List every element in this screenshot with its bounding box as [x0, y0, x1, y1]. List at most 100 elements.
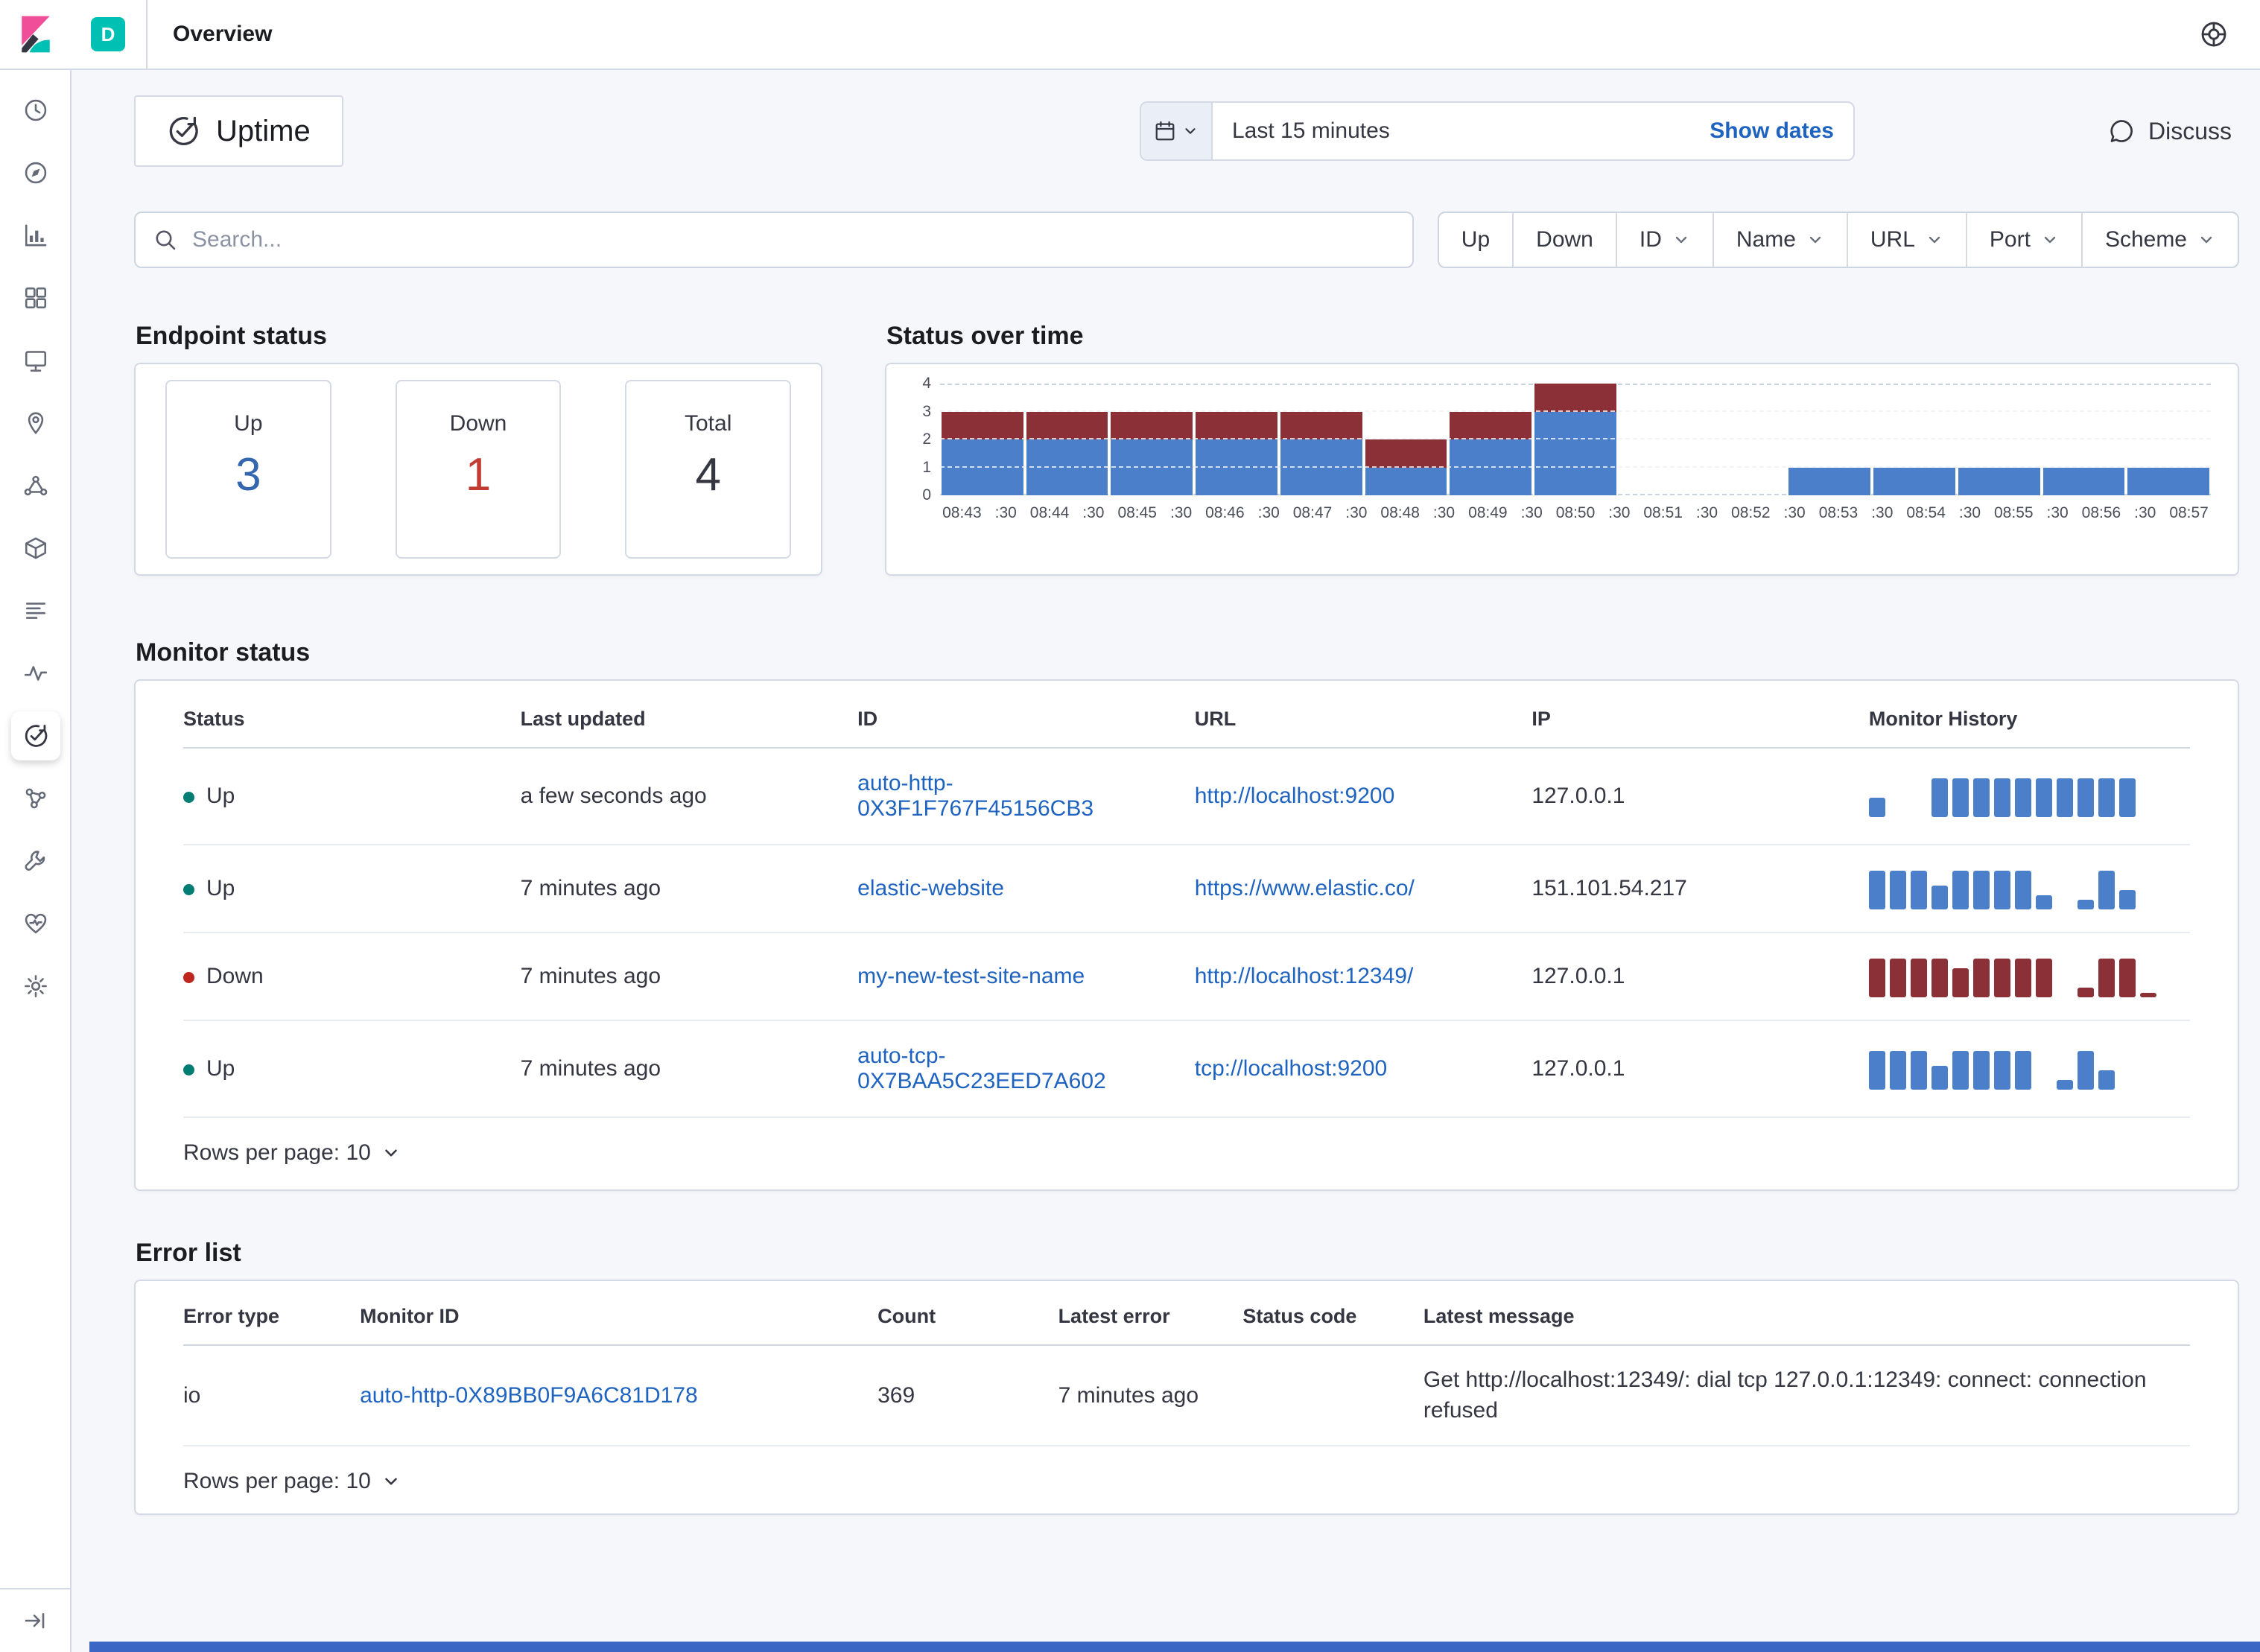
x-tick-label: :30 [1257, 504, 1280, 521]
history-bar [1868, 1051, 1885, 1090]
horizontal-scrollbar-thumb[interactable] [89, 1642, 2260, 1652]
monitor-ip: 127.0.0.1 [1531, 1020, 1869, 1116]
x-tick-label: :30 [1783, 504, 1806, 521]
filter-name[interactable]: Name [1712, 213, 1847, 267]
space-avatar[interactable]: D [91, 17, 125, 51]
machine-learning-icon[interactable] [0, 454, 72, 517]
discover-icon[interactable] [0, 142, 72, 204]
y-axis-labels: 0 1 2 3 4 [904, 375, 931, 503]
stat-label: Total [684, 411, 732, 436]
monitor-ip: 127.0.0.1 [1531, 784, 1625, 808]
history-bar [2077, 900, 2094, 909]
status-text: Up [206, 876, 235, 900]
rows-per-page-button[interactable]: Rows per page: 10 [183, 1445, 2190, 1499]
help-menu-icon[interactable] [2190, 10, 2238, 58]
chevron-down-icon [1675, 236, 1687, 244]
col-error-type: Error type [183, 1286, 361, 1346]
status-text: Down [206, 964, 264, 988]
metrics-icon[interactable] [0, 517, 72, 579]
history-bar [1972, 959, 1990, 997]
monitor-url-link[interactable]: https://www.elastic.co/ [1194, 876, 1415, 900]
filter-port[interactable]: Port [1965, 213, 2081, 267]
search-input[interactable] [192, 227, 1394, 252]
monitor-url-link[interactable]: http://localhost:9200 [1194, 784, 1395, 808]
filter-id[interactable]: ID [1615, 213, 1713, 267]
col-ip: IP [1531, 688, 1869, 749]
history-bar [1993, 959, 2010, 997]
monitor-history-sparkline [1868, 868, 2183, 909]
x-tick-label: 08:53 [1818, 504, 1859, 521]
history-bar [2139, 992, 2156, 997]
col-status: Status [183, 688, 521, 749]
dev-tools-icon[interactable] [0, 830, 72, 892]
monitor-url-link[interactable]: http://localhost:12349/ [1194, 964, 1414, 988]
filter-up[interactable]: Up [1439, 213, 1512, 267]
history-bar [1868, 798, 1885, 817]
x-tick-label: 08:49 [1468, 504, 1508, 521]
history-bar [1952, 871, 1969, 909]
last-updated: 7 minutes ago [520, 844, 858, 933]
history-bar [1993, 1051, 2010, 1090]
uptime-app-tab: Uptime [134, 95, 343, 167]
filter-down[interactable]: Down [1512, 213, 1616, 267]
maps-icon[interactable] [0, 392, 72, 454]
history-bar [2098, 778, 2115, 817]
history-bar [2035, 895, 2052, 909]
filter-scheme[interactable]: Scheme [2080, 213, 2238, 267]
filter-url[interactable]: URL [1846, 213, 1966, 267]
history-bar [2014, 959, 2031, 997]
x-tick-label: :30 [2134, 504, 2156, 521]
status-chart-bars [940, 384, 2211, 495]
history-bar [1868, 871, 1885, 909]
x-tick-label: 08:50 [1555, 504, 1596, 521]
monitor-id-link[interactable]: auto-tcp-0X7BAA5C23EED7A602 [857, 1043, 1106, 1093]
history-bar [2077, 1051, 2094, 1090]
x-tick-label: 08:43 [942, 504, 982, 521]
dashboard-icon[interactable] [0, 267, 72, 329]
status-dot [183, 1064, 194, 1076]
sidebar-expand-button[interactable] [0, 1588, 70, 1652]
x-tick-label: 08:51 [1643, 504, 1683, 521]
chart-bar [1109, 384, 1194, 495]
col-status-code: Status code [1242, 1286, 1423, 1346]
time-range-field[interactable]: Last 15 minutes Show dates [1213, 103, 1853, 159]
history-bar [2014, 778, 2031, 817]
table-row: io auto-http-0X89BB0F9A6C81D178 369 7 mi… [183, 1345, 2190, 1445]
y-tick-label: 1 [922, 458, 931, 476]
search-field[interactable] [134, 212, 1414, 268]
show-dates-link[interactable]: Show dates [1710, 118, 1834, 143]
management-gear-icon[interactable] [0, 955, 72, 1017]
stack-monitoring-icon[interactable] [0, 892, 72, 955]
error-monitor-id-link[interactable]: auto-http-0X89BB0F9A6C81D178 [360, 1382, 698, 1408]
discuss-button[interactable]: Discuss [2101, 101, 2239, 161]
status-code [1242, 1345, 1423, 1445]
history-bar [2056, 778, 2073, 817]
arrow-right-icon [25, 1613, 45, 1629]
history-bar [1910, 871, 1927, 909]
history-bar [2014, 1051, 2031, 1090]
quick-select-button[interactable] [1140, 103, 1213, 159]
rows-per-page-label: Rows per page: 10 [183, 1469, 371, 1493]
latest-error: 7 minutes ago [1058, 1382, 1199, 1408]
uptime-icon[interactable] [0, 705, 72, 767]
monitor-id-link[interactable]: auto-http-0X3F1F767F45156CB3 [857, 771, 1094, 821]
rows-per-page-button[interactable]: Rows per page: 10 [183, 1116, 2190, 1170]
logs-icon[interactable] [0, 579, 72, 642]
apm-icon[interactable] [0, 642, 72, 705]
monitor-id-link[interactable]: elastic-website [857, 876, 1004, 900]
page-title: Uptime [216, 114, 311, 147]
monitor-status-table: Status Last updated ID URL IP Monitor Hi… [183, 688, 2190, 1116]
kibana-logo[interactable] [0, 0, 72, 69]
siem-icon[interactable] [0, 767, 72, 830]
filter-label: Up [1461, 227, 1491, 252]
monitor-id-link[interactable]: my-new-test-site-name [857, 964, 1085, 988]
visualize-icon[interactable] [0, 204, 72, 267]
history-bar [2077, 778, 2094, 817]
recently-viewed-icon[interactable] [0, 79, 72, 142]
chart-bar [1533, 384, 1618, 495]
chart-bar [1787, 384, 1872, 495]
x-tick-label: 08:52 [1731, 504, 1771, 521]
canvas-icon[interactable] [0, 329, 72, 392]
monitor-url-link[interactable]: tcp://localhost:9200 [1194, 1056, 1388, 1081]
